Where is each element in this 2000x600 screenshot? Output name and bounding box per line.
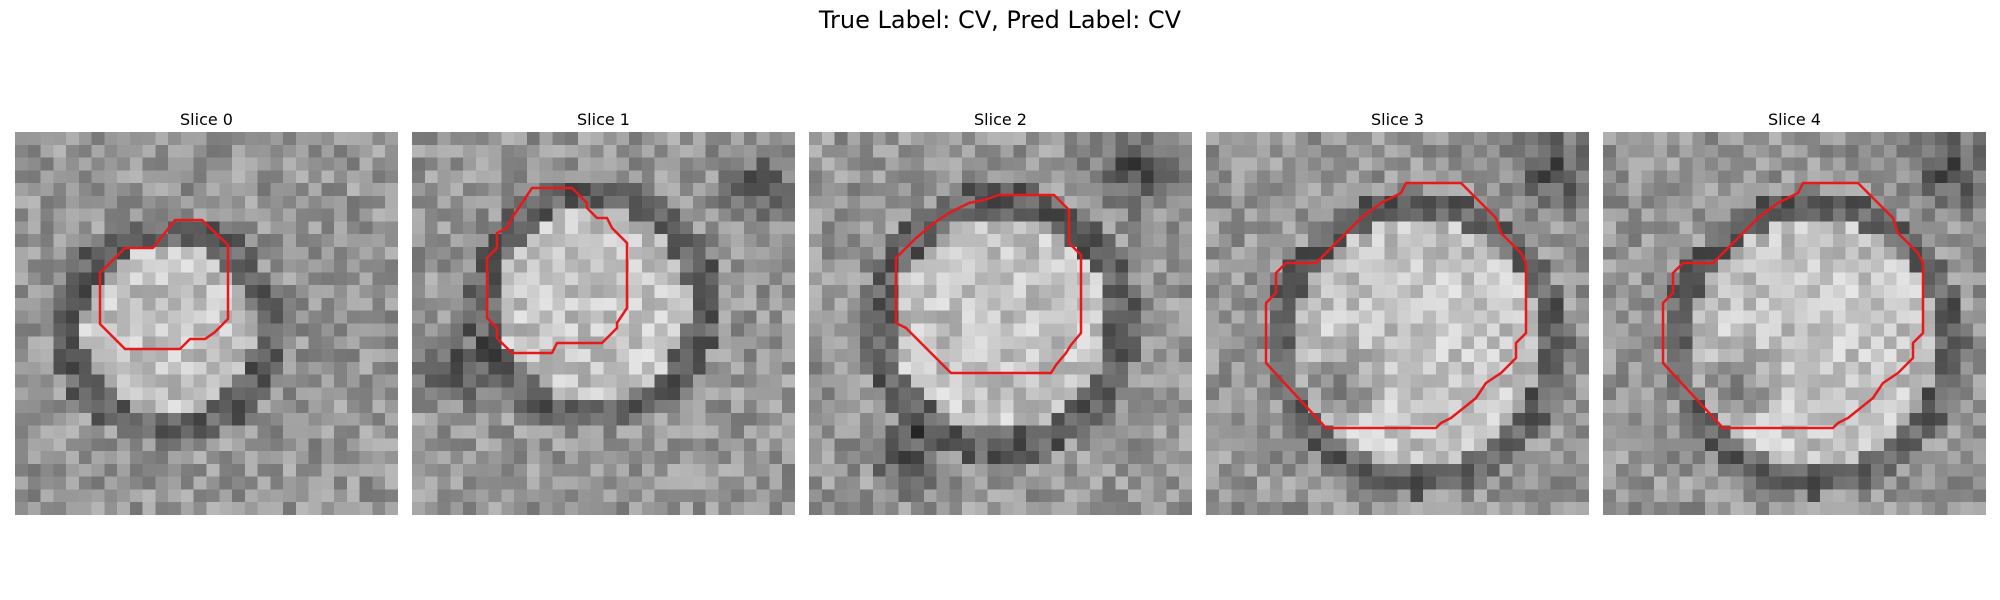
- slice-image-3: [1206, 132, 1589, 515]
- slice-title-4: Slice 4: [1768, 110, 1821, 129]
- slice-panel-2: Slice 2: [809, 108, 1192, 515]
- figure-title: True Label: CV, Pred Label: CV: [818, 6, 1182, 34]
- slice-title-2: Slice 2: [974, 110, 1027, 129]
- slice-image-0: [15, 132, 398, 515]
- slice-panel-4: Slice 4: [1603, 108, 1986, 515]
- slice-panel-1: Slice 1: [412, 108, 795, 515]
- slice-image-2: [809, 132, 1192, 515]
- slice-panel-0: Slice 0: [15, 108, 398, 515]
- slice-panel-3: Slice 3: [1206, 108, 1589, 515]
- slice-image-4: [1603, 132, 1986, 515]
- slice-title-0: Slice 0: [180, 110, 233, 129]
- slice-title-3: Slice 3: [1371, 110, 1424, 129]
- slice-image-1: [412, 132, 795, 515]
- slice-title-1: Slice 1: [577, 110, 630, 129]
